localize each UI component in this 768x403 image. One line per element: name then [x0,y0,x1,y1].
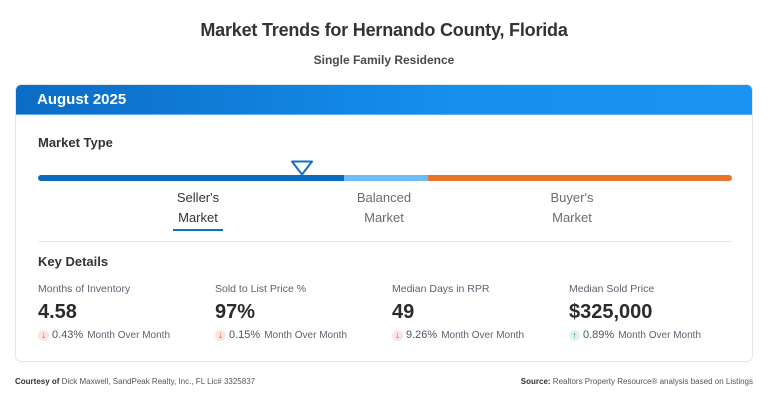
market-type-title: Market Type [38,135,113,150]
buyers-market-label: Buyer's Market [550,190,594,225]
page-title: Market Trends for Hernando County, Flori… [200,20,568,40]
section-divider [38,241,732,242]
metric-sold-to-list: Sold to List Price % 97% ↓ 0.15% Month O… [215,283,348,341]
arrow-down-icon: ↓ [215,329,226,341]
arrow-up-icon: ↑ [569,329,580,341]
sellers-segment [38,175,345,181]
active-underline [173,229,223,231]
metric-months-of-inventory: Months of Inventory 4.58 ↓ 0.43% Month O… [38,283,171,341]
arrow-down-icon: ↓ [38,329,49,341]
market-trends-card: August 2025 Market Type Seller's Market … [15,84,753,362]
sellers-market-label: Seller's Market [173,188,223,231]
market-indicator-icon [291,160,313,176]
balanced-market-label: Balanced Market [356,190,412,225]
arrow-down-icon: ↓ [392,329,403,341]
metric-median-days: Median Days in RPR 49 ↓ 9.26% Month Over… [392,283,525,341]
key-details-title: Key Details [38,254,109,269]
source-footer: Source: Realtors Property Resource® anal… [520,377,753,386]
period-header: August 2025 [16,85,752,115]
balanced-segment [344,175,429,181]
metric-median-sold-price: Median Sold Price $325,000 ↑ 0.89% Month… [569,283,702,341]
market-type-bar [38,175,732,181]
buyers-segment [428,175,732,181]
courtesy-footer: Courtesy of Dick Maxwell, SandPeak Realt… [15,377,256,386]
page-subtitle: Single Family Residence [313,53,455,67]
